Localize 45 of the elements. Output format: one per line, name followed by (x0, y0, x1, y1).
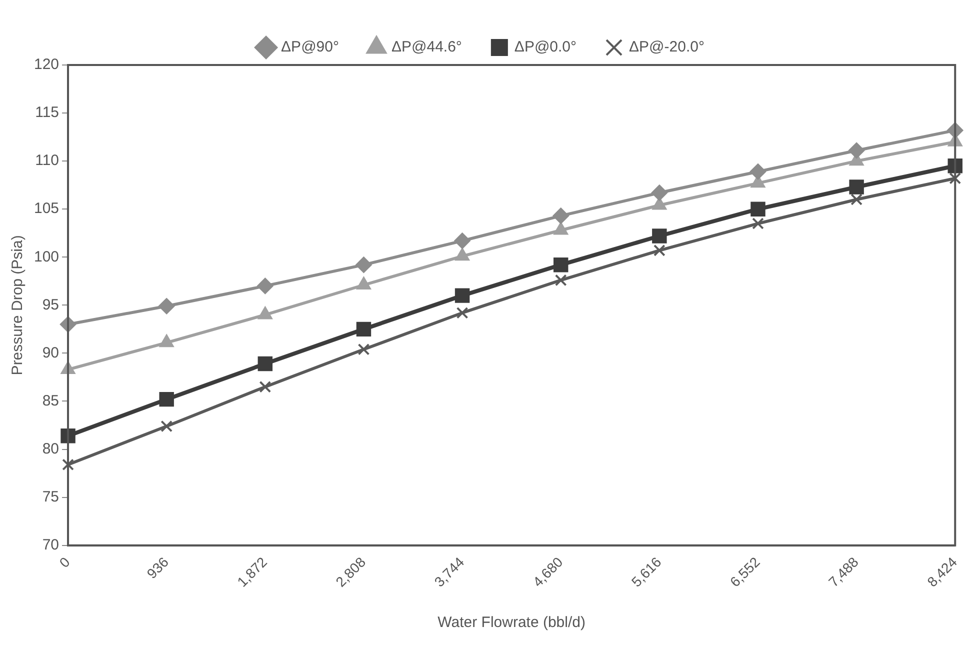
point (356, 322, 372, 337)
point (158, 298, 175, 314)
y-tick-label: 75 (42, 488, 60, 506)
y-tick-label: 115 (35, 104, 60, 122)
point (62, 458, 74, 471)
point (552, 208, 569, 224)
y-tick-label: 95 (42, 296, 60, 314)
point (454, 288, 470, 303)
point (356, 256, 372, 273)
y-tick-label: 80 (42, 440, 60, 458)
point (259, 380, 272, 393)
point (454, 232, 470, 249)
point (358, 343, 370, 356)
point (850, 194, 863, 206)
y-tick-label: 110 (35, 152, 60, 170)
y-tick-label: 100 (34, 248, 60, 266)
x-tick-label: 0 (56, 554, 74, 571)
y-tick-label: 85 (42, 392, 60, 410)
point (848, 142, 865, 158)
y-axis-title: Pressure Drop (Psia) (9, 235, 26, 376)
legend-label: ΔP@0.0° (514, 38, 577, 56)
point (750, 164, 766, 180)
point (257, 278, 274, 294)
point (553, 257, 568, 272)
point (653, 244, 666, 256)
legend-label: ΔP@90° (281, 38, 339, 56)
point (949, 172, 962, 184)
point (849, 180, 864, 194)
point (750, 202, 766, 216)
legend-label: ΔP@-20.0° (629, 38, 704, 56)
point (258, 356, 273, 372)
point (652, 228, 667, 244)
y-tick-label: 105 (34, 200, 60, 218)
x-tick-label: 936 (144, 554, 172, 582)
point (456, 306, 468, 319)
point (554, 274, 567, 286)
y-tick-label: 90 (42, 344, 60, 362)
point (159, 392, 174, 407)
y-tick-label: 70 (42, 536, 60, 554)
x-axis-title: Water Flowrate (bbl/d) (438, 614, 586, 632)
legend-label: ΔP@44.6° (391, 38, 462, 56)
y-tick-label: 120 (34, 56, 60, 74)
point (651, 184, 668, 201)
point (752, 218, 764, 230)
point (160, 420, 173, 432)
